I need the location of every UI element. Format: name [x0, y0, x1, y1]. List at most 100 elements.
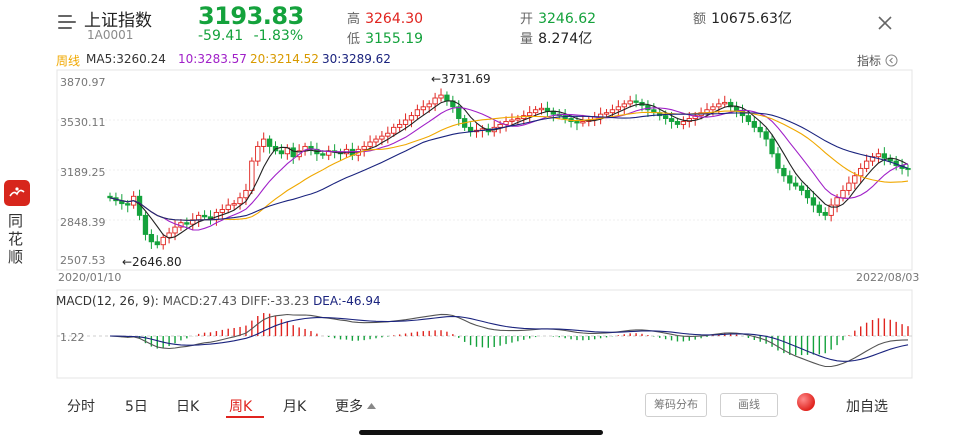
- y-label-5: 2507.53: [60, 254, 106, 267]
- candle-body: [603, 112, 610, 115]
- close-icon[interactable]: [876, 14, 894, 32]
- candle-body: [532, 109, 539, 114]
- brand-char-1: 同: [8, 212, 24, 230]
- ma10-line: [109, 106, 909, 231]
- macd-legend: MACD(12, 26, 9): MACD:27.43 DIFF:-33.23 …: [56, 294, 381, 308]
- candle-body: [385, 132, 391, 137]
- candle-body: [580, 121, 586, 124]
- candle-body: [255, 145, 261, 162]
- ma30-value: 30:3289.62: [322, 52, 391, 66]
- candle-body: [243, 189, 249, 199]
- candle-body: [201, 214, 208, 218]
- caret-up-icon: [367, 403, 377, 409]
- flame-icon: [9, 187, 25, 197]
- indicator-button[interactable]: 指标: [857, 52, 898, 69]
- candle-body: [615, 106, 622, 111]
- candle-body: [438, 94, 444, 99]
- candle-body: [722, 101, 728, 105]
- candle-body: [456, 106, 462, 119]
- low-stat: 低 3155.19: [347, 31, 424, 47]
- candle-body: [527, 112, 533, 117]
- diff-line: [109, 313, 909, 368]
- add-watchlist-button[interactable]: 加自选: [846, 399, 888, 415]
- candle-body: [881, 153, 888, 159]
- candle-body: [716, 103, 722, 108]
- change-value: -59.41: [198, 28, 244, 44]
- candle-body: [237, 197, 243, 205]
- candle-body: [408, 115, 415, 121]
- candle-body: [497, 123, 503, 128]
- candle-body: [402, 119, 409, 125]
- ma-lines-group: [109, 100, 909, 239]
- candle-body: [196, 214, 202, 221]
- brand-logo[interactable]: [4, 180, 30, 206]
- open-stat: 开 3246.62: [520, 11, 597, 27]
- draw-line-button[interactable]: 画线: [720, 393, 778, 417]
- candle-body: [320, 153, 326, 156]
- candle-body: [225, 204, 231, 210]
- candle-body: [125, 203, 131, 206]
- tab-weekly-k[interactable]: 周K: [229, 399, 253, 415]
- tab-monthly-k[interactable]: 月K: [283, 399, 307, 415]
- candles-group: [107, 88, 911, 250]
- candle-body: [621, 103, 627, 108]
- start-date: 2020/01/10: [58, 271, 122, 284]
- candle-body: [834, 197, 840, 206]
- menu-icon[interactable]: [58, 14, 76, 30]
- candle-body: [858, 167, 864, 177]
- ma20-line: [109, 110, 909, 221]
- candle-body: [787, 175, 793, 184]
- macd-axis-label: 1.22: [60, 331, 85, 344]
- candle-body: [414, 109, 421, 117]
- dea-line: [109, 315, 909, 362]
- candle-body: [828, 204, 834, 216]
- brand-char-3: 顺: [8, 248, 24, 266]
- candle-body: [763, 131, 769, 140]
- ma10-value: 10:3283.57: [178, 52, 247, 66]
- candle-body: [798, 185, 805, 191]
- candle-body: [290, 147, 296, 158]
- candle-body: [219, 209, 225, 213]
- candle-body: [745, 115, 752, 122]
- ma30-line: [109, 112, 909, 221]
- change-percent: -1.83%: [253, 28, 304, 44]
- tab-intraday[interactable]: 分时: [67, 399, 95, 415]
- candle-body: [810, 197, 817, 206]
- macd-frame: [56, 289, 913, 379]
- candle-body: [420, 106, 426, 111]
- candle-body: [361, 145, 367, 150]
- tab-5day[interactable]: 5日: [125, 399, 148, 415]
- active-tab-indicator: [226, 416, 264, 418]
- candle-body: [633, 100, 639, 103]
- high-stat: 高 3264.30: [347, 11, 424, 27]
- candle-body: [686, 118, 692, 122]
- candle-body: [444, 94, 450, 102]
- candle-body: [396, 123, 403, 128]
- candle-body: [544, 107, 551, 112]
- stock-code: 1A0001: [87, 28, 134, 42]
- home-indicator: [359, 430, 603, 435]
- candle-body: [757, 126, 763, 133]
- candle-body: [142, 214, 149, 235]
- candle-body: [148, 233, 155, 243]
- macd-bars-group: [115, 313, 909, 356]
- candle-body: [166, 232, 172, 238]
- candle-body: [160, 236, 166, 246]
- y-label-4: 2848.39: [60, 216, 106, 229]
- candle-body: [804, 189, 811, 199]
- chip-distribution-button[interactable]: 筹码分布: [645, 393, 707, 417]
- candle-body: [154, 241, 160, 246]
- y-label-2: 3530.11: [60, 116, 106, 129]
- candle-body: [822, 211, 828, 216]
- candle-body: [278, 150, 285, 155]
- tab-daily-k[interactable]: 日K: [176, 399, 200, 415]
- tab-more[interactable]: 更多: [335, 396, 377, 416]
- candle-body: [816, 204, 822, 213]
- candle-body: [905, 167, 911, 170]
- record-dot-icon[interactable]: [797, 393, 815, 411]
- candle-body: [107, 195, 113, 199]
- ma5-value: MA5:3260.24: [86, 52, 166, 66]
- macd-lines-group: [109, 313, 909, 368]
- candle-body: [391, 126, 397, 134]
